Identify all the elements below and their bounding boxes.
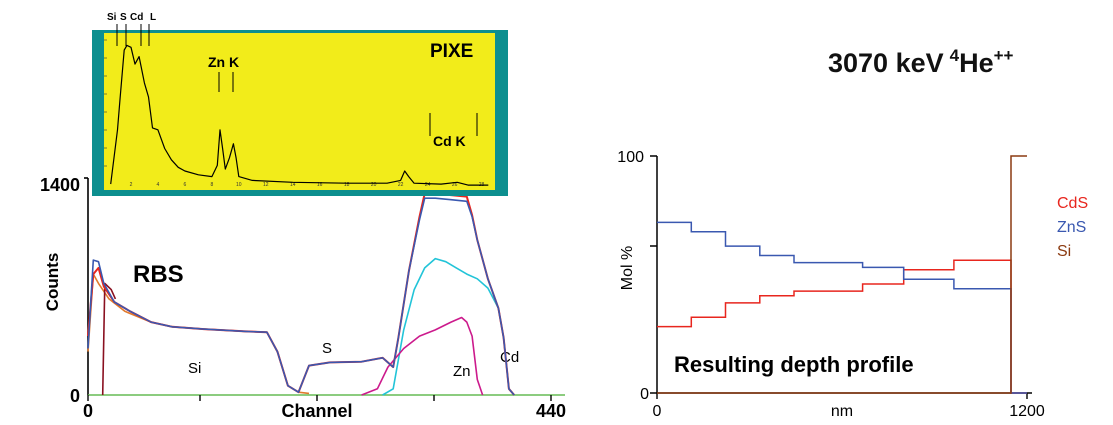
depth-series-cds [657,259,1027,394]
depth-profile-caption: Resulting depth profile [674,352,914,377]
pixe-inset: 2 4 6 8 10 12 14 16 18 20 22 24 26 28 PIXE Si S Cd L … [92,12,508,196]
depth-series-zns [657,221,1027,394]
pixe-plot-area [104,33,495,190]
title-energy: 3070 keV [828,48,944,78]
pixe-peak-label-si: Si [107,12,117,23]
depth-x-axis-label: nm [831,403,853,420]
rbs-annotation-si: Si [188,360,201,377]
pixe-x-tick-label: 26 [452,182,458,188]
title-isotope: 4 [950,46,960,65]
rbs-series-group [87,192,515,396]
pixe-x-tick-label: 22 [398,182,404,188]
depth-series-group [657,155,1027,394]
rbs-y-tick-label-max: 1400 [40,175,80,195]
pixe-x-tick-label: 4 [157,182,160,188]
depth-y-tick-label-min: 0 [640,386,649,403]
pixe-tick-group: 2 4 6 8 10 12 14 16 18 20 22 24 26 28 [104,39,484,188]
rbs-x-axis-label: Channel [281,401,352,420]
pixe-peak-label-zn-k: Zn K [208,54,239,70]
pixe-peak-label-l: L [150,12,156,23]
pixe-x-tick-label: 16 [317,182,323,188]
pixe-x-tick-label: 10 [236,182,242,188]
rbs-series-s [101,282,117,396]
rbs-series-fit [87,197,515,396]
rbs-series-cd [361,316,484,396]
depth-legend: CdS ZnS Si [1057,195,1088,260]
rbs-annotation-cd: Cd [500,349,519,366]
legend-item-zns: ZnS [1057,219,1086,236]
pixe-x-tick-label: 14 [290,182,296,188]
pixe-spectrum-line [110,44,489,186]
pixe-x-tick-label: 12 [263,182,269,188]
pixe-x-tick-label: 20 [371,182,377,188]
depth-y-tick-label-max: 100 [617,149,644,166]
rbs-y-axis-label: Counts [43,253,62,312]
title-ion: He [959,48,994,78]
depth-y-axis-label: Mol % [619,246,636,290]
pixe-x-tick-label: 6 [184,182,187,188]
rbs-x-tick-label-max: 440 [536,401,566,420]
pixe-x-tick-label: 24 [425,182,431,188]
pixe-x-tick-label: 2 [130,182,133,188]
legend-item-cds: CdS [1057,195,1088,212]
legend-item-si: Si [1057,243,1071,260]
pixe-peak-label-s: S [120,12,127,23]
pixe-x-tick-label: 18 [344,182,350,188]
rbs-chart: 1400 0 0 440 Channel Counts RBS Si S Zn … [40,175,566,421]
rbs-y-tick-label-min: 0 [70,386,80,406]
rbs-series-zn [382,257,515,396]
rbs-label: RBS [133,261,184,288]
main-title: 3070 keV 4He++ [828,46,1014,78]
title-charge: ++ [994,46,1014,65]
depth-x-tick-label-max: 1200 [1009,403,1045,420]
depth-profile-chart: 100 0 0 1200 nm Mol % Resulting depth pr… [617,149,1088,420]
depth-x-tick-label-min: 0 [653,403,662,420]
pixe-series-group [110,44,489,186]
pixe-peak-label-cd: Cd [130,12,143,23]
pixe-x-tick-label: 8 [211,182,214,188]
rbs-x-tick-label-min: 0 [83,401,93,420]
rbs-series-data [87,192,515,396]
rbs-annotation-zn: Zn [453,363,471,380]
depth-series-si [657,155,1027,394]
rbs-annotation-s: S [322,340,332,357]
pixe-peak-label-cd-k: Cd K [433,133,466,149]
pixe-label: PIXE [430,41,473,62]
